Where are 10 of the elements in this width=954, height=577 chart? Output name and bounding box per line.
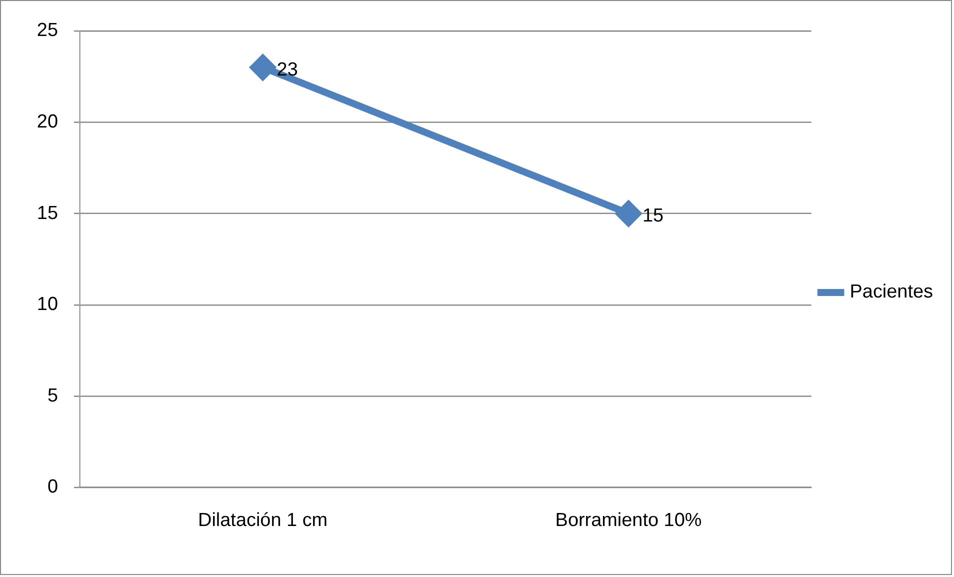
y-tick-label: 15 [36,202,58,224]
legend-label: Pacientes [850,282,933,303]
x-tick-label: Borramiento 10% [555,510,702,531]
y-tick-label: 10 [36,294,58,316]
y-tick-label: 20 [36,111,58,132]
x-tick-label: Dilatación 1 cm [198,510,328,531]
y-tick-label: 5 [47,385,58,406]
y-tick-label: 0 [47,476,58,498]
data-label: 15 [642,206,664,227]
y-tick-label: 25 [36,20,58,42]
